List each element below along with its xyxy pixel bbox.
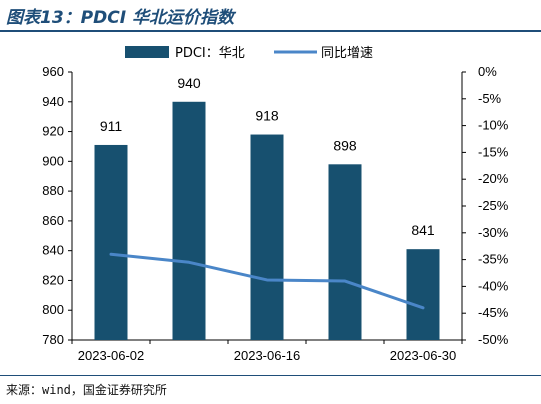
legend-line-label: 同比增速 bbox=[321, 46, 373, 61]
y-right-tick-label: -5% bbox=[478, 91, 502, 106]
line-point bbox=[422, 307, 424, 309]
source-rule bbox=[0, 375, 541, 376]
y-left-tick-label: 780 bbox=[42, 332, 64, 347]
bar bbox=[250, 134, 284, 340]
bar-series: 911 940 918 898 841 bbox=[94, 75, 440, 341]
line-point bbox=[188, 261, 190, 263]
x-tick-label: 2023-06-30 bbox=[390, 348, 457, 363]
y-right-tick-label: -35% bbox=[478, 252, 509, 267]
bar bbox=[172, 101, 206, 341]
chart-title: 图表13：PDCI 华北运价指数 bbox=[6, 8, 234, 28]
y-right-tick-label: 0% bbox=[478, 64, 497, 79]
bar bbox=[94, 144, 128, 340]
y-right-tick-label: -45% bbox=[478, 305, 509, 320]
y-left-tick-label: 880 bbox=[42, 183, 64, 198]
legend-bar-swatch bbox=[125, 46, 169, 58]
y-right-tick-label: -40% bbox=[478, 278, 509, 293]
y-right-tick-label: -20% bbox=[478, 171, 509, 186]
y-left-tick-label: 840 bbox=[42, 243, 64, 258]
y-left-tick-label: 940 bbox=[42, 94, 64, 109]
y-right-tick-label: -15% bbox=[478, 144, 509, 159]
line-series bbox=[109, 252, 425, 310]
y-right-tick-label: -50% bbox=[478, 332, 509, 347]
y-left-tick-label: 820 bbox=[42, 272, 64, 287]
bar-data-label: 898 bbox=[333, 137, 357, 153]
bar-data-label: 841 bbox=[411, 222, 435, 238]
axes: 960 940 920 900 880 860 840 820 800 780 0% -5% -10% -… bbox=[42, 64, 508, 363]
bar-data-label: 918 bbox=[255, 108, 279, 124]
title-rule bbox=[0, 30, 541, 32]
y-left-tick-label: 920 bbox=[42, 124, 64, 139]
x-tick-label: 2023-06-16 bbox=[234, 348, 301, 363]
line-point bbox=[110, 253, 112, 255]
bar bbox=[328, 164, 362, 340]
x-tick-label: 2023-06-02 bbox=[78, 348, 145, 363]
y-left-tick-label: 800 bbox=[42, 302, 64, 317]
line-point bbox=[266, 279, 268, 281]
y-right-tick-label: -30% bbox=[478, 225, 509, 240]
y-right-tick-label: -25% bbox=[478, 198, 509, 213]
y-left-tick-label: 960 bbox=[42, 64, 64, 79]
y-left-tick-label: 860 bbox=[42, 213, 64, 228]
y-right-tick-label: -10% bbox=[478, 118, 509, 133]
source-note: 来源：wind，国金证券研究所 bbox=[6, 383, 167, 397]
bar-data-label: 911 bbox=[100, 118, 123, 134]
legend: PDCI：华北 同比增速 bbox=[125, 46, 373, 61]
y-left-tick-label: 900 bbox=[42, 153, 64, 168]
legend-bar-label: PDCI：华北 bbox=[175, 46, 245, 61]
bar-data-label: 940 bbox=[177, 75, 201, 91]
line-point bbox=[344, 280, 346, 282]
bar bbox=[406, 249, 440, 340]
